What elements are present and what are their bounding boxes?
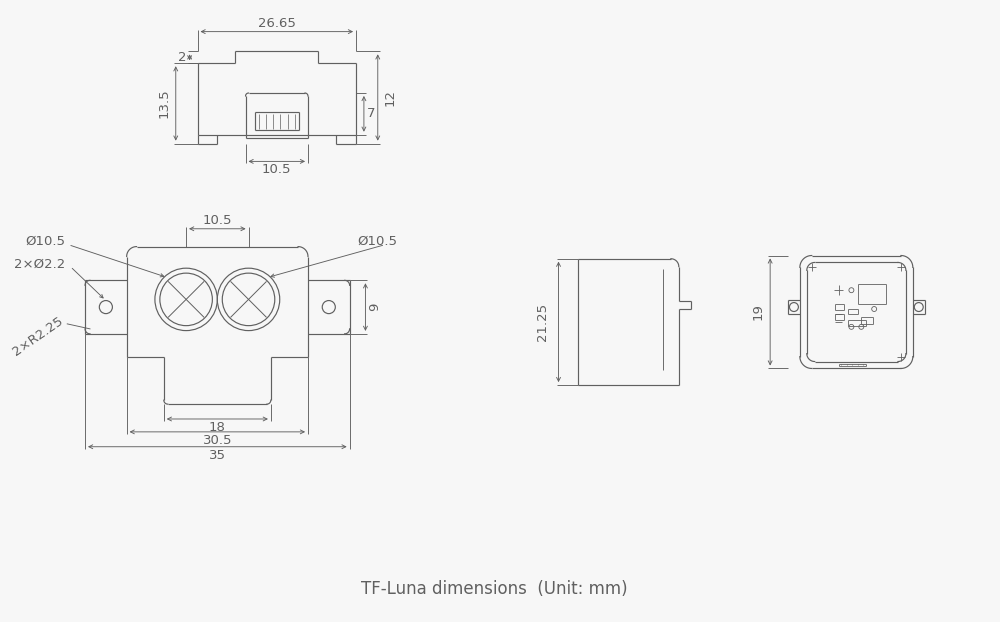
Text: 18: 18 — [209, 422, 226, 434]
Text: 13.5: 13.5 — [157, 88, 170, 118]
Text: 21.25: 21.25 — [536, 303, 549, 341]
Text: 30.5: 30.5 — [203, 434, 232, 447]
Text: 26.65: 26.65 — [258, 17, 296, 30]
Text: 2: 2 — [178, 51, 187, 64]
Text: 10.5: 10.5 — [203, 215, 232, 228]
Text: 2×R2.25: 2×R2.25 — [10, 315, 65, 359]
Text: Ø10.5: Ø10.5 — [25, 235, 65, 248]
Text: 9: 9 — [368, 303, 381, 311]
Text: TF-Luna dimensions  (Unit: mm): TF-Luna dimensions (Unit: mm) — [361, 580, 628, 598]
Text: 10.5: 10.5 — [262, 163, 292, 176]
Text: 35: 35 — [209, 449, 226, 462]
Text: 2×Ø2.2: 2×Ø2.2 — [14, 258, 65, 271]
Text: 19: 19 — [752, 304, 765, 320]
Text: 7: 7 — [367, 108, 375, 120]
Text: Ø10.5: Ø10.5 — [358, 235, 398, 248]
Text: 12: 12 — [383, 89, 396, 106]
